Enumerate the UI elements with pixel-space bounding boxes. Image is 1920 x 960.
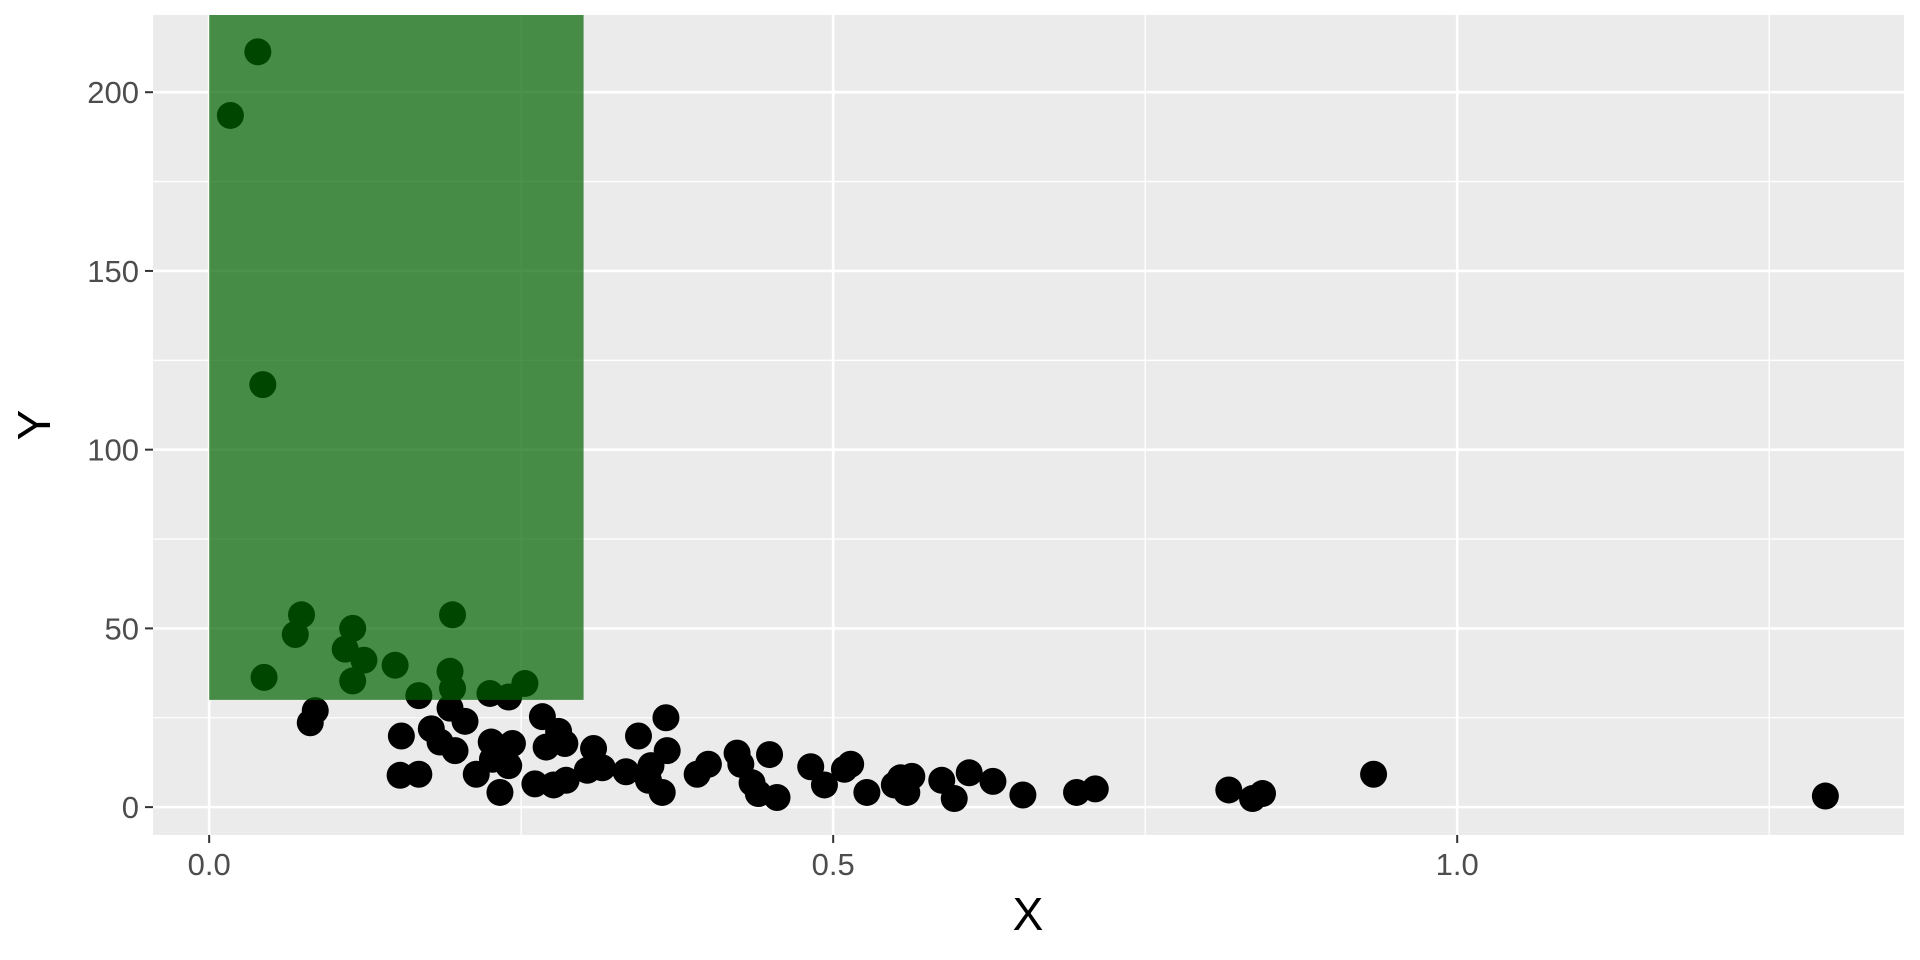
data-point	[756, 741, 784, 769]
y-tick-label: 200	[87, 75, 139, 110]
data-point	[612, 758, 640, 786]
data-point	[462, 760, 490, 788]
data-point	[552, 766, 580, 794]
data-point	[940, 785, 968, 813]
data-point	[979, 767, 1007, 795]
x-axis-title: X	[1013, 888, 1044, 940]
y-axis-title: Y	[8, 410, 60, 441]
data-point	[532, 733, 560, 761]
x-tick-label: 0.0	[188, 847, 231, 882]
data-point	[1249, 780, 1277, 808]
data-point	[955, 759, 983, 787]
data-point	[810, 771, 838, 799]
y-tick-label: 50	[105, 611, 139, 646]
data-point	[486, 778, 514, 806]
data-point	[296, 709, 324, 737]
x-tick-label: 1.0	[1436, 847, 1479, 882]
data-point	[694, 750, 722, 778]
data-point	[624, 722, 652, 750]
data-point	[763, 783, 791, 811]
data-point	[498, 729, 526, 757]
y-tick-label: 150	[87, 254, 139, 289]
data-point	[441, 737, 469, 765]
highlight-rectangle	[209, 15, 584, 700]
data-point	[1009, 781, 1037, 809]
data-point	[405, 760, 433, 788]
data-point	[1360, 760, 1388, 788]
data-point	[451, 707, 479, 735]
x-tick-label: 0.5	[812, 847, 855, 882]
data-point	[830, 755, 858, 783]
data-point	[1811, 782, 1839, 810]
data-point	[652, 704, 680, 732]
data-point	[495, 752, 523, 780]
data-point	[637, 752, 665, 780]
axes: 0.0 0.5 1.0 0 50 100 150 200	[87, 75, 1478, 882]
data-point	[893, 778, 921, 806]
data-point	[853, 778, 881, 806]
data-point	[1215, 776, 1243, 804]
data-point	[387, 722, 415, 750]
data-point	[588, 754, 616, 782]
y-tick-label: 0	[122, 790, 139, 825]
data-point	[648, 778, 676, 806]
data-point	[1081, 775, 1109, 803]
y-tick-label: 100	[87, 433, 139, 468]
